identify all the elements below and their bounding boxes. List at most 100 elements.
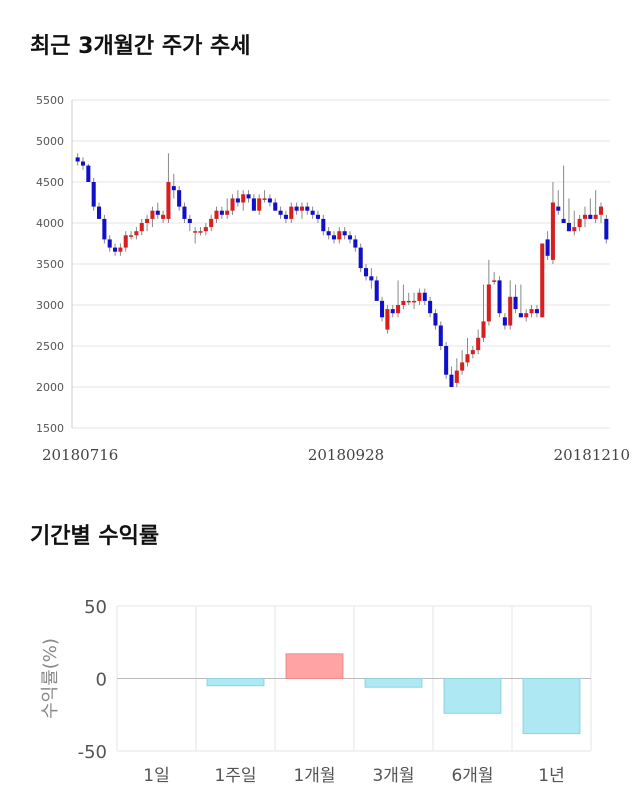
y-tick-label: 2500 [36, 340, 64, 353]
y-tick-label: 3500 [36, 258, 64, 271]
candle-body [550, 202, 555, 260]
candle-body [97, 206, 102, 219]
return-bar [443, 678, 502, 714]
category-label: 1일 [143, 766, 169, 786]
return-bar [206, 678, 265, 687]
candle-body [155, 210, 160, 215]
y-tick-label: 5500 [36, 94, 64, 107]
candle-body [326, 231, 331, 236]
candle-body [91, 182, 96, 207]
candle-body [113, 247, 118, 252]
candle-body [331, 235, 337, 240]
candle-body [598, 206, 604, 215]
candle-body [566, 223, 571, 232]
category-label: 1개월 [293, 766, 335, 786]
candle-body [545, 239, 550, 256]
candle-body [230, 198, 235, 211]
y-tick-label: 2000 [36, 381, 64, 394]
candle-body [209, 218, 214, 228]
candle-body [518, 313, 523, 318]
candle-body [444, 346, 449, 375]
y-tick-label: -50 [78, 742, 107, 763]
candle-body [305, 206, 310, 211]
candle-body [118, 247, 123, 252]
candle-body [502, 317, 507, 326]
category-label: 3개월 [372, 766, 414, 786]
candle-body [214, 210, 219, 219]
y-tick-label: 3000 [36, 299, 64, 312]
candle-body [107, 239, 112, 248]
candle-body [129, 235, 134, 237]
candle-body [235, 198, 240, 203]
candle-body [412, 300, 417, 303]
candle-body [80, 161, 86, 166]
stock-candlestick-chart: 1500 2000 2500 3000 3500 4000 4500 5000 5500 2018… [36, 94, 630, 464]
y-tick-label: 5000 [36, 135, 64, 148]
candle-body [577, 218, 582, 228]
candle-body [353, 239, 358, 248]
candle-body [262, 198, 267, 200]
candle-body [454, 370, 459, 383]
candle-body [225, 210, 230, 215]
candle-body [198, 231, 203, 233]
candle-body [161, 214, 166, 219]
candle-body [534, 309, 539, 314]
candle-body [593, 214, 598, 219]
candle-body [604, 218, 609, 240]
candle-body [347, 235, 353, 240]
candle-body [460, 362, 465, 371]
stock-trend-title: 최근 3개월간 주가 추세 [30, 34, 251, 59]
candle-body [299, 206, 304, 211]
candle-body [241, 194, 246, 203]
candle-body [380, 300, 385, 318]
category-label: 6개월 [451, 766, 493, 786]
candle-body [492, 280, 497, 282]
candle-body [513, 296, 518, 310]
candle-body [123, 235, 128, 248]
candle-body [187, 218, 192, 223]
candle-body [171, 186, 176, 191]
candle-body [433, 313, 438, 326]
candle-body [219, 210, 224, 215]
candle-body [246, 194, 251, 199]
candle-body [102, 218, 107, 240]
candle-body [497, 280, 502, 314]
candle-body [294, 206, 299, 211]
candle-body [177, 190, 182, 207]
candle-body [315, 214, 320, 219]
candle-body [401, 300, 406, 305]
x-tick-label: 20180716 [42, 446, 118, 464]
candle-body [358, 247, 363, 269]
candle-body [572, 227, 577, 232]
category-label: 1년 [538, 766, 564, 786]
return-bar [364, 678, 423, 688]
candle-body [310, 210, 315, 215]
period-returns-title: 기간별 수익률 [30, 524, 160, 549]
candle-body [556, 206, 561, 211]
candle-body [86, 165, 91, 182]
candle-body [385, 309, 390, 330]
candle-body [166, 182, 171, 219]
candle-body [470, 350, 475, 355]
category-label: 1주일 [214, 766, 256, 786]
y-tick-label: 4000 [36, 217, 64, 230]
candle-body [150, 210, 155, 219]
candle-body [540, 243, 545, 318]
candle-body [182, 206, 187, 219]
candle-body [588, 214, 593, 219]
candle-body [390, 309, 395, 314]
candle-body [203, 227, 208, 232]
candle-body [406, 300, 411, 303]
candle-body [374, 280, 379, 301]
candle-body [582, 214, 587, 219]
candle-body [337, 231, 342, 240]
candle-body [75, 157, 80, 162]
y-tick-label: 4500 [36, 176, 64, 189]
candle-body [364, 268, 369, 277]
candle-body [251, 198, 256, 211]
candle-body [486, 284, 491, 322]
candle-body [193, 231, 198, 233]
candle-body [134, 231, 139, 236]
candle-body [139, 223, 144, 232]
y-axis-title: 수익률(%) [40, 638, 61, 719]
